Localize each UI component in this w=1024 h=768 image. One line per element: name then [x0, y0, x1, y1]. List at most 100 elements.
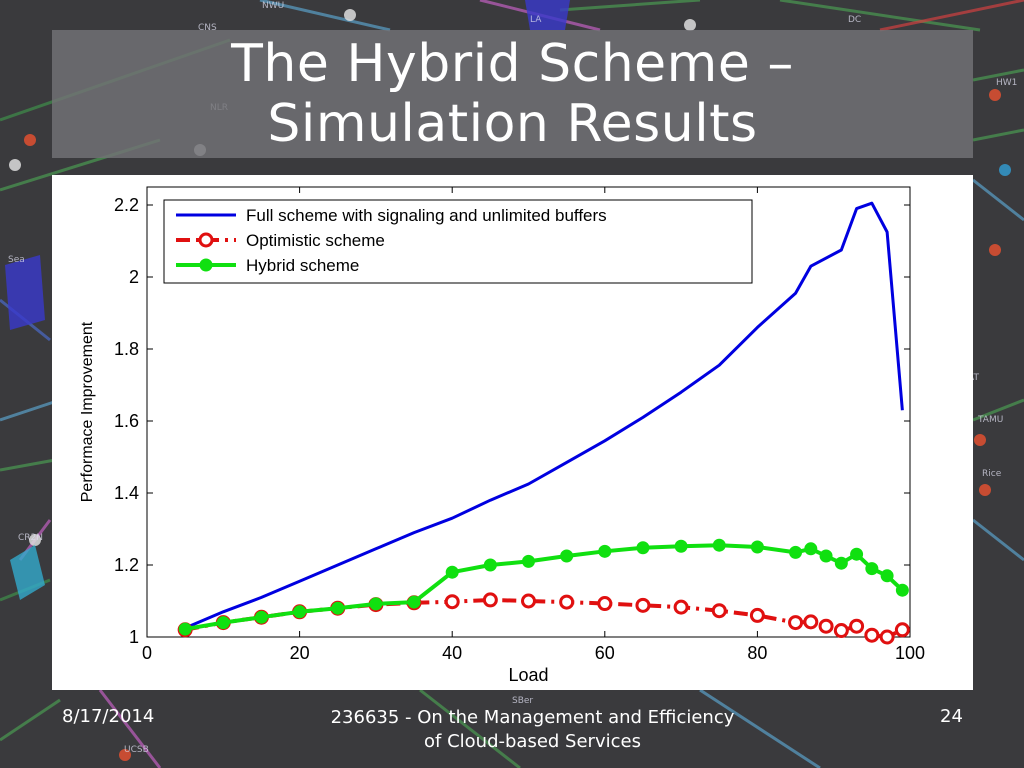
series-line-0 [184, 201, 904, 630]
network-link-14 [972, 518, 1024, 562]
slide-title-line-2: Simulation Results [267, 94, 758, 154]
network-label-7: UCSB [124, 745, 149, 755]
series-2-point-12 [636, 541, 650, 555]
legend-box [163, 199, 753, 284]
network-link-2 [0, 398, 61, 422]
network-link-12 [972, 178, 1024, 222]
series-1-point-7 [444, 594, 460, 610]
network-link-17 [419, 688, 521, 768]
footer-title-line-1: 236635 - On the Management and Efficienc… [330, 707, 735, 728]
network-label-2: Sea [8, 255, 25, 265]
network-link-7 [559, 0, 701, 12]
network-node-10 [684, 19, 696, 31]
series-2-point-3 [293, 605, 307, 619]
legend-marker-2 [199, 258, 213, 272]
network-link-8 [779, 0, 981, 32]
network-label-10: LA [530, 15, 542, 25]
x-tick-label-4: 80 [747, 643, 767, 663]
series-2-point-17 [804, 542, 818, 556]
network-node-9 [119, 749, 131, 761]
network-label-4: TAMU [977, 415, 1003, 425]
series-1-point-14 [711, 603, 727, 619]
y-tick-label-3: 1.6 [114, 411, 139, 431]
x-tick-label-3: 60 [595, 643, 615, 663]
series-2-point-13 [674, 539, 688, 553]
network-link-9 [879, 0, 1024, 32]
series-1-point-23 [894, 622, 910, 638]
series-1-point-17 [803, 614, 819, 630]
footer-date: 8/17/2014 [62, 706, 155, 727]
series-1-point-16 [788, 615, 804, 631]
y-tick-label-2: 1.4 [114, 483, 139, 503]
series-1-point-8 [482, 592, 498, 608]
network-node-11 [344, 9, 356, 21]
network-label-12: AT [968, 373, 979, 383]
x-axis-label: Load [508, 665, 548, 685]
series-2-point-2 [254, 610, 268, 624]
y-tick-label-0: 1 [129, 627, 139, 647]
x-tick-label-2: 40 [442, 643, 462, 663]
title-banner: The Hybrid Scheme – Simulation Results [52, 30, 973, 158]
slide-number: 24 [940, 706, 963, 727]
series-1-point-18 [818, 618, 834, 634]
legend-entry-2: Hybrid scheme [246, 256, 359, 275]
series-2-point-15 [750, 540, 764, 554]
series-2-point-16 [789, 545, 803, 559]
network-label-1: CNS [198, 23, 217, 33]
network-router-top [525, 0, 570, 30]
slide-title-line-1: The Hybrid Scheme – [231, 34, 794, 94]
network-label-11: DC [848, 15, 861, 25]
series-1-point-11 [597, 596, 613, 612]
series-2-point-8 [483, 558, 497, 572]
x-tick-label-1: 20 [290, 643, 310, 663]
series-2-point-10 [560, 549, 574, 563]
series-2-point-5 [369, 597, 383, 611]
network-node-0 [9, 159, 21, 171]
network-node-1 [24, 134, 36, 146]
series-2-point-19 [834, 556, 848, 570]
network-router-shape [5, 255, 45, 330]
network-link-13 [972, 398, 1024, 422]
network-label-6: HW1 [996, 78, 1017, 88]
network-link-10 [972, 68, 1024, 82]
network-link-16 [98, 689, 162, 768]
series-2-point-21 [865, 562, 879, 576]
series-2-point-1 [216, 616, 230, 630]
legend-marker-1 [198, 232, 214, 248]
series-1-point-9 [521, 593, 536, 609]
y-tick-label-1: 1.2 [114, 555, 139, 575]
series-2-point-11 [598, 544, 612, 558]
footer-title-line-2: of Cloud-based Services [424, 731, 641, 752]
network-node-7 [999, 164, 1011, 176]
network-link-15 [0, 698, 61, 742]
chart-panel: 0 20 40 60 80 100 1 1.2 1.4 1.6 1.8 2 2.2 Load Perform… [52, 175, 973, 690]
network-node-6 [979, 484, 991, 496]
network-link-11 [972, 128, 1024, 142]
y-tick-label-6: 2.2 [114, 195, 139, 215]
series-2-point-23 [895, 583, 909, 597]
series-2-point-9 [522, 554, 535, 568]
series-1-point-10 [559, 594, 575, 610]
series-1-point-12 [635, 597, 651, 613]
x-tick-label-0: 0 [142, 643, 152, 663]
y-axis-label: Performace Improvement [79, 321, 96, 502]
series-2-point-0 [178, 622, 192, 636]
y-tick-label-4: 1.8 [114, 339, 139, 359]
series-1-point-15 [749, 607, 765, 623]
y-tick-label-5: 2 [129, 267, 139, 287]
series-2-point-6 [407, 595, 421, 609]
network-link-5 [259, 0, 391, 32]
network-node-4 [989, 244, 1001, 256]
footer-title: 236635 - On the Management and Efficienc… [300, 706, 765, 754]
network-node-3 [989, 89, 1001, 101]
series-2-point-18 [819, 549, 833, 563]
series-1-point-13 [673, 599, 689, 615]
series-1-point-19 [833, 623, 849, 639]
network-label-5: Rice [982, 469, 1002, 479]
series-2-point-7 [445, 565, 459, 579]
network-label-0: NWU [262, 1, 284, 11]
series-2-point-22 [880, 569, 894, 583]
series-2-point-20 [850, 547, 864, 561]
series-1-point-20 [849, 618, 865, 634]
